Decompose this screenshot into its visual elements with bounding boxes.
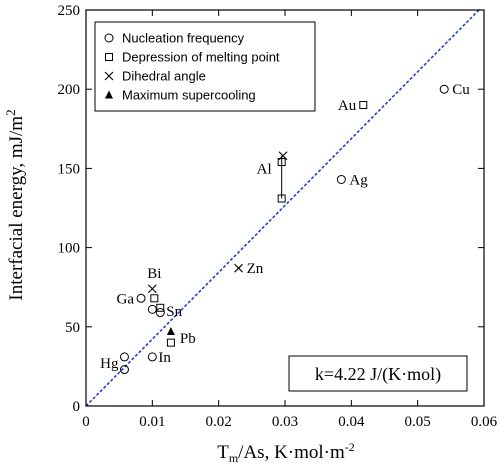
data-point-square: [277, 158, 286, 167]
y-tick-label: 100: [58, 241, 81, 257]
point-label: In: [158, 350, 171, 366]
point-label: Hg: [100, 356, 119, 372]
point-label: Al: [257, 161, 272, 177]
legend-marker-square: [105, 53, 113, 61]
point-label: Pb: [180, 331, 196, 347]
data-point-cross: [147, 284, 157, 294]
y-tick-label: 150: [58, 161, 81, 177]
data-point-circle: [136, 293, 146, 303]
x-tick-label: 0.02: [206, 414, 232, 430]
data-point-circle: [119, 352, 129, 362]
data-point-circle: [155, 308, 165, 318]
y-tick-label: 250: [58, 3, 81, 19]
y-tick-label: 200: [58, 82, 81, 98]
x-axis-title: Tm/As, K·mol·m-2: [217, 440, 355, 465]
legend-items: Nucleation frequency Depression of meltin…: [104, 31, 280, 103]
x-tick-label: 0.06: [471, 414, 498, 430]
x-tick-label: 0.04: [338, 414, 365, 430]
y-tick-label: 0: [73, 399, 81, 415]
point-label: Zn: [247, 261, 264, 277]
fit-line-layer: [85, 9, 480, 407]
data-point-square: [359, 101, 368, 110]
data-point-cross: [234, 263, 243, 273]
annotation-box: k=4.22 J/(K·mol): [288, 355, 468, 392]
data-point-circle: [439, 84, 449, 94]
data-point-square: [277, 194, 286, 203]
point-label: Cu: [452, 82, 470, 98]
data-point-square: [166, 338, 175, 347]
data-point-circle: [336, 174, 346, 184]
annotation-frame: [288, 355, 468, 392]
legend: Nucleation frequency Depression of meltin…: [94, 21, 316, 112]
point-label: Au: [338, 98, 357, 114]
point-label: Bi: [147, 266, 161, 282]
data-point-cross: [278, 151, 288, 161]
y-tick-label: 50: [65, 320, 80, 336]
y-axis-title: Interfacial energy, mJ/m2: [3, 109, 27, 300]
legend-label: Dihedral angle: [122, 69, 206, 84]
legend-label: Depression of melting point: [122, 50, 280, 65]
legend-box: [94, 21, 316, 112]
legend-marker-circle: [104, 33, 114, 43]
axes: 0 0.01 0.02 0.03 0.04 0.05 0.06 0 50 100 150 200 250: [58, 3, 498, 430]
data-point-square: [156, 303, 165, 312]
slope-annotation: k=4.22 J/(K·mol): [315, 364, 441, 385]
data-marks: [119, 84, 449, 375]
point-label: Ga: [117, 291, 135, 307]
x-tick-label: 0: [82, 414, 90, 430]
x-tick-label: 0.05: [405, 414, 431, 430]
fit-line: [85, 9, 480, 407]
x-tick-label: 0.01: [139, 414, 165, 430]
point-labels: Hg In Pb Sn Ga Bi Zn Al Ag Au Cu: [100, 82, 470, 372]
legend-label: Nucleation frequency: [122, 31, 245, 46]
legend-marker-triangle: [105, 90, 113, 99]
data-point-square: [150, 294, 159, 303]
data-point-triangle: [166, 327, 175, 336]
data-point-circle: [147, 352, 157, 362]
data-point-circle: [119, 365, 129, 375]
legend-marker-cross: [104, 71, 114, 81]
legend-label: Maximum supercooling: [122, 88, 256, 103]
x-tick-label: 0.03: [272, 414, 298, 430]
point-label: Sn: [166, 304, 182, 320]
point-label: Ag: [349, 172, 368, 188]
